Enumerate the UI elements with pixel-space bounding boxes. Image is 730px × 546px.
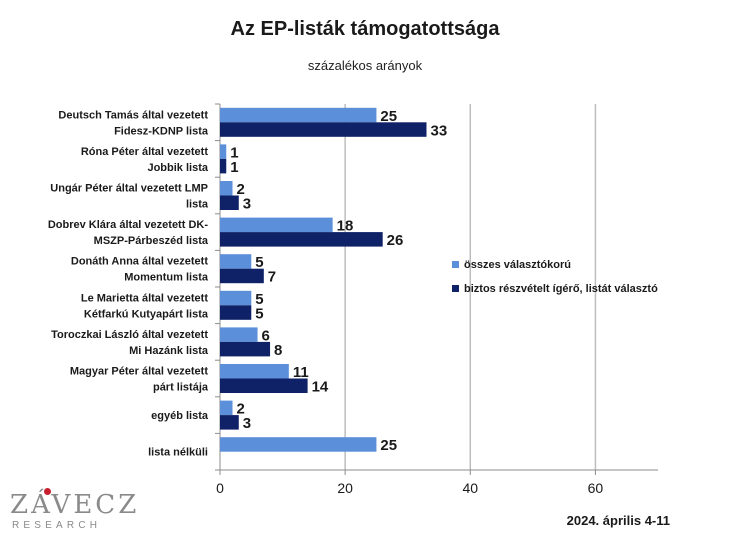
data-label: 1 (230, 159, 238, 176)
bar-all-voters (220, 327, 258, 342)
category-label: Deutsch Tamás által vezetett (58, 109, 208, 121)
bar-all-voters (220, 290, 252, 306)
survey-date: 2024. április 4-11 (566, 513, 670, 528)
data-label: 5 (255, 254, 263, 271)
bar-likely-voters (220, 268, 264, 284)
data-label: 3 (243, 196, 251, 213)
category-label: Momentum lista (124, 272, 209, 284)
data-label: 5 (255, 305, 263, 322)
bar-likely-voters (220, 122, 427, 137)
data-label: 3 (243, 415, 251, 432)
data-label: 8 (274, 342, 282, 359)
bar-chart: 0 20 40 60 Deutsch Tamás által vezetett Fides… (48, 103, 658, 496)
category-label: MSZP-Párbeszéd lista (94, 235, 209, 247)
data-label: 2 (237, 181, 245, 198)
data-label: 25 (380, 108, 397, 125)
category-label: lista (186, 199, 209, 211)
category-label: Mi Hazánk lista (129, 345, 209, 357)
category-label: Magyar Péter által vezetett (70, 366, 209, 378)
bar-likely-voters (220, 232, 383, 247)
bar-all-voters (220, 364, 289, 379)
category-label: Dobrev Klára által vezetett DK- (48, 219, 208, 231)
bar-likely-voters (220, 195, 239, 210)
data-label: 11 (293, 364, 309, 381)
bar-all-voters (220, 254, 252, 269)
data-label: 14 (312, 379, 329, 396)
legend-swatch (452, 261, 459, 268)
category-label: Donáth Anna által vezetett (71, 256, 208, 268)
data-label: 1 (230, 144, 238, 161)
chart-title: Az EP-listák támogatottsága (230, 18, 500, 40)
bar-all-voters (220, 400, 233, 416)
data-label: 6 (262, 327, 270, 344)
category-label: Toroczkai László által vezetett (51, 329, 208, 341)
data-label: 25 (380, 437, 397, 454)
data-label: 18 (337, 218, 354, 235)
legend-swatch (452, 285, 459, 292)
bar-likely-voters (220, 415, 239, 430)
logo-subtitle: RESEARCH (12, 520, 102, 531)
bar-all-voters (220, 437, 377, 452)
logo-dot-icon (44, 488, 51, 495)
x-tick-label: 0 (216, 480, 224, 496)
data-label: 2 (237, 401, 245, 418)
category-label: lista nélküli (148, 447, 208, 459)
x-tick-label: 20 (337, 480, 353, 496)
x-tick-label: 40 (462, 480, 478, 496)
category-label: egyéb lista (151, 410, 209, 422)
category-label: Fidesz-KDNP lista (114, 125, 209, 137)
category-label: Jobbik lista (147, 162, 208, 174)
data-label: 33 (430, 122, 447, 139)
legend-label: összes választókorú (464, 259, 571, 271)
bar-likely-voters (220, 341, 271, 357)
category-label: Ungár Péter által vezetett LMP (50, 183, 208, 195)
category-label: Róna Péter által vezetett (81, 146, 208, 158)
chart-subtitle: százalékos arányok (307, 58, 423, 73)
bar-likely-voters (220, 158, 227, 174)
data-label: 26 (387, 232, 404, 249)
x-tick-label: 60 (588, 480, 604, 496)
bar-all-voters (220, 181, 233, 196)
category-label: Le Marietta által vezetett (81, 292, 208, 304)
bar-all-voters (220, 217, 333, 233)
data-label: 7 (268, 269, 276, 286)
bar-all-voters (220, 107, 377, 123)
legend-label: biztos részvételt ígérő, listát választó (464, 283, 658, 295)
bar-likely-voters (220, 305, 252, 320)
bar-all-voters (220, 144, 227, 159)
category-label: párt listája (153, 382, 209, 394)
logo-name: ZÁVECZ (10, 490, 140, 520)
category-label: Kétfarkú Kutyapárt lista (84, 308, 209, 320)
data-label: 5 (255, 291, 263, 308)
bar-likely-voters (220, 378, 308, 393)
zavecz-logo: ZÁVECZ RESEARCH (10, 488, 136, 536)
